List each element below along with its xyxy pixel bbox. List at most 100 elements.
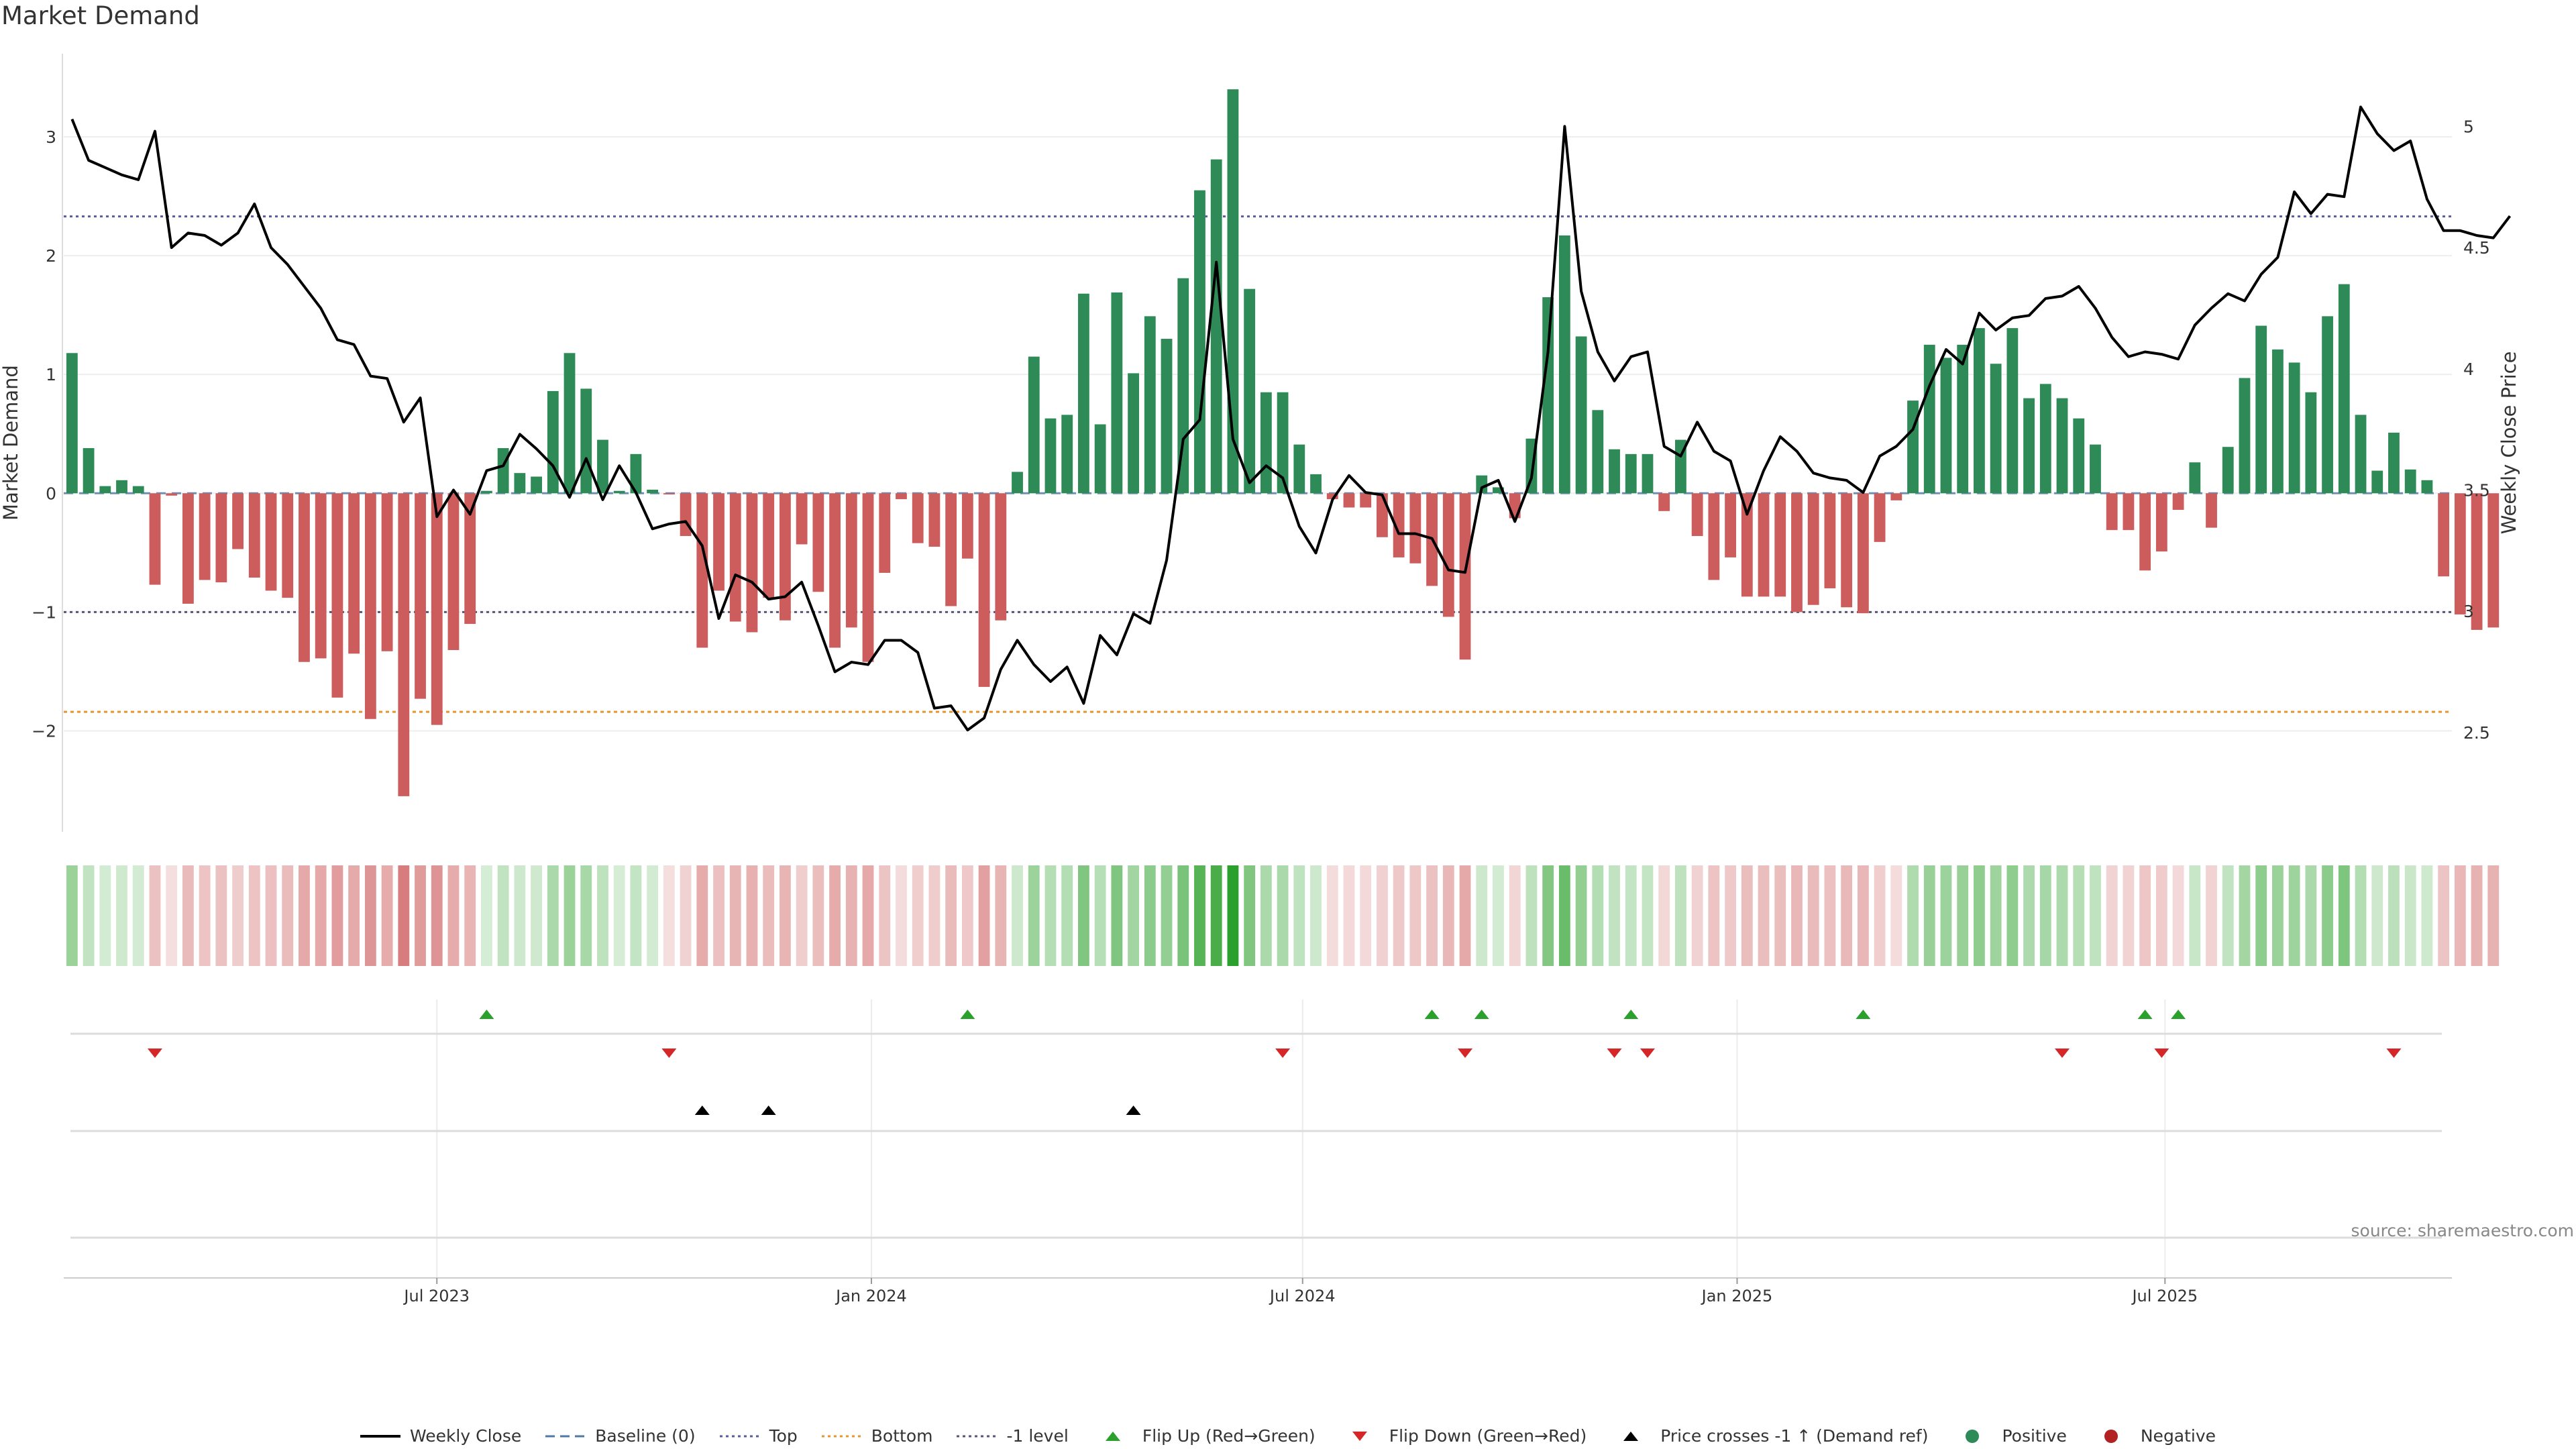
flip-up-marker <box>1474 1010 1489 1019</box>
weekly-close-line <box>70 105 2512 732</box>
heat-cell <box>1144 865 1156 966</box>
heat-cell <box>547 865 559 966</box>
heat-cell <box>381 865 393 966</box>
demand-bar <box>2322 316 2333 494</box>
demand-bar <box>415 493 426 699</box>
legend-swatch-top <box>719 1435 760 1437</box>
x-tick-label: Jul 2023 <box>402 1287 470 1305</box>
flip-down-marker <box>2154 1049 2169 1058</box>
axes: −2 −1 0 1 2 3 2.5 3 3.5 4 4.5 5 Market Demand Weekly … <box>0 54 2520 832</box>
heat-cell <box>215 865 227 966</box>
heat-cell <box>746 865 758 966</box>
y2-tick-label: 2.5 <box>2463 723 2490 743</box>
demand-bar <box>2023 398 2035 494</box>
heat-cell <box>2006 865 2019 966</box>
source-label: source: sharemaestro.com <box>2351 1221 2575 1240</box>
demand-bar <box>381 493 393 651</box>
heat-cell <box>481 865 492 966</box>
heat-cell <box>1476 865 1488 966</box>
x-tick-label: Jan 2025 <box>1701 1287 1773 1305</box>
demand-bar <box>2155 493 2167 552</box>
flip-up-marker <box>2171 1010 2186 1019</box>
demand-bar <box>2272 349 2284 494</box>
heat-cell <box>2155 865 2167 966</box>
price-cross-marker <box>694 1106 710 1115</box>
demand-bar <box>1277 392 1289 494</box>
heat-cell <box>2106 865 2118 966</box>
demand-bar <box>1476 475 1488 494</box>
legend-item-top: Top <box>719 1426 798 1446</box>
demand-bar <box>232 493 244 549</box>
demand-bar <box>1907 400 1919 494</box>
heat-cell <box>265 865 277 966</box>
demand-bar <box>1575 336 1587 494</box>
heat-cell <box>1028 865 1040 966</box>
heat-cell <box>1343 865 1355 966</box>
y-tick-label: 0 <box>46 484 56 503</box>
heat-cell <box>132 865 144 966</box>
demand-bar <box>796 493 808 545</box>
demand-bar <box>2371 470 2383 494</box>
heat-cell <box>1725 865 1736 966</box>
heat-cell <box>2371 865 2383 966</box>
heat-cell <box>2305 865 2317 966</box>
demand-bar <box>1974 328 1985 494</box>
reference-lines <box>64 215 2452 713</box>
date-axis: Jul 2023 Jan 2024 Jul 2024 Jan 2025 Jul 2025 <box>64 1277 2452 1305</box>
heat-cell <box>630 865 642 966</box>
heat-cell <box>166 865 178 966</box>
heat-cell <box>282 865 294 966</box>
heat-cell <box>1128 865 1139 966</box>
heat-cell <box>431 865 443 966</box>
demand-bar <box>1360 493 1372 508</box>
y-tick-label: 2 <box>46 246 56 266</box>
demand-bar <box>1028 356 1040 494</box>
heat-cell <box>1708 865 1720 966</box>
demand-bar <box>1244 288 1256 494</box>
demand-bar <box>2123 493 2135 531</box>
heat-cell <box>1111 865 1123 966</box>
heat-cell <box>1990 865 2002 966</box>
demand-bar <box>1940 358 1952 494</box>
demand-bar <box>531 476 542 494</box>
demand-bar <box>447 493 460 651</box>
demand-bar <box>647 489 659 494</box>
legend-swatch-baseline <box>545 1435 586 1437</box>
demand-bar <box>398 493 410 796</box>
demand-bar <box>1128 373 1139 494</box>
heat-cell <box>663 865 675 966</box>
heat-cell <box>1377 865 1388 966</box>
heat-cell <box>1625 865 1637 966</box>
heat-cell <box>1592 865 1604 966</box>
heat-cell <box>896 865 907 966</box>
heat-cell <box>1409 865 1421 966</box>
heat-cell <box>613 865 625 966</box>
y-tick-label: 3 <box>46 127 56 147</box>
heat-cell <box>1493 865 1504 966</box>
flip-up-marker <box>960 1010 975 1019</box>
heat-cell <box>531 865 542 966</box>
heat-cell <box>116 865 127 966</box>
demand-bar <box>215 493 227 583</box>
flip-down-marker <box>1640 1049 1655 1058</box>
demand-bar <box>1144 316 1156 494</box>
demand-bar <box>248 493 260 578</box>
heat-cell <box>1658 865 1670 966</box>
demand-bar <box>2454 493 2466 614</box>
demand-bar <box>896 493 907 500</box>
demand-bar <box>862 493 874 662</box>
heat-cell <box>1277 865 1289 966</box>
demand-bar <box>2073 418 2085 494</box>
legend-swatch-price-cross <box>1623 1431 1639 1441</box>
demand-bar <box>132 486 144 494</box>
heat-cell <box>978 865 990 966</box>
heat-cell <box>83 865 95 966</box>
legend-swatch-flip-up <box>1105 1431 1120 1441</box>
flip-down-marker <box>661 1049 677 1058</box>
demand-bar <box>2090 444 2101 494</box>
heat-cell <box>497 865 509 966</box>
demand-bar <box>1459 493 1471 660</box>
heat-cell <box>1393 865 1405 966</box>
heat-cell <box>1326 865 1338 966</box>
heat-cell <box>1957 865 1969 966</box>
